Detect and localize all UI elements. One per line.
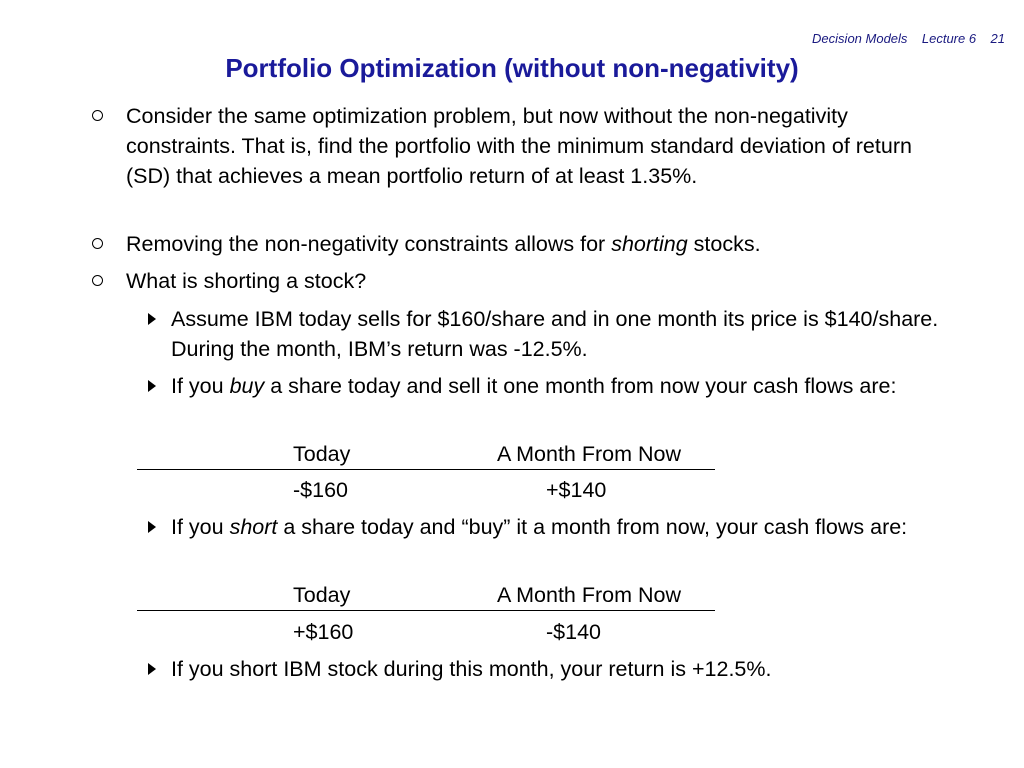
triangle-bullet-icon	[148, 521, 156, 533]
circle-bullet-icon	[92, 275, 103, 286]
cashflow-header-today: Today	[293, 442, 351, 466]
cashflow-value-today: +$160	[293, 620, 354, 644]
bullet-text-before: Removing the non-negativity constraints …	[126, 232, 612, 256]
bullet-item-1: Consider the same optimization problem, …	[92, 101, 946, 191]
subbullet-text-before: If you	[171, 515, 230, 539]
triangle-bullet-icon	[148, 380, 156, 392]
cashflow-values-row-short: +$160 -$140	[137, 617, 715, 647]
subbullet-item-4: If you short IBM stock during this month…	[148, 654, 961, 684]
slide-title: Portfolio Optimization (without non-nega…	[225, 53, 799, 83]
bullet-text: What is shorting a stock?	[126, 269, 367, 293]
cashflow-value-today: -$160	[293, 478, 348, 502]
subbullet-text: Assume IBM today sells for $160/share an…	[171, 307, 939, 361]
cashflow-header-row-buy: Today A Month From Now	[137, 439, 715, 470]
cashflow-value-month: -$140	[546, 620, 601, 644]
bullet-emphasis: shorting	[611, 232, 688, 256]
subbullet-text-after: a share today and “buy” it a month from …	[277, 515, 908, 539]
triangle-bullet-icon	[148, 663, 156, 675]
cashflow-header-month: A Month From Now	[497, 583, 681, 607]
cashflow-value-month: +$140	[546, 478, 607, 502]
triangle-bullet-icon	[148, 313, 156, 325]
slide-number: 21	[990, 31, 1005, 46]
subbullet-text-after: a share today and sell it one month from…	[264, 374, 897, 398]
lecture-label: Lecture 6	[921, 31, 977, 46]
bullet-item-2: Removing the non-negativity constraints …	[92, 229, 946, 259]
subbullet-item-3: If you short a share today and “buy” it …	[148, 512, 961, 542]
circle-bullet-icon	[92, 238, 103, 249]
cashflow-values-row-buy: -$160 +$140	[137, 475, 715, 505]
slide-header: Decision Models Lecture 6 21	[812, 31, 1005, 46]
cashflow-header-row-short: Today A Month From Now	[137, 580, 715, 611]
bullet-text: Consider the same optimization problem, …	[126, 104, 912, 188]
circle-bullet-icon	[92, 110, 103, 121]
subbullet-emphasis: short	[229, 515, 278, 539]
subbullet-item-2: If you buy a share today and sell it one…	[148, 371, 961, 401]
subbullet-item-1: Assume IBM today sells for $160/share an…	[148, 304, 961, 364]
subbullet-text-before: If you	[171, 374, 230, 398]
subbullet-text: If you short IBM stock during this month…	[171, 657, 772, 681]
bullet-item-3: What is shorting a stock?	[92, 266, 946, 296]
cashflow-header-month: A Month From Now	[497, 442, 681, 466]
cashflow-header-today: Today	[293, 583, 351, 607]
subbullet-emphasis: buy	[229, 374, 265, 398]
bullet-text-after: stocks.	[687, 232, 761, 256]
course-name: Decision Models	[812, 31, 908, 46]
